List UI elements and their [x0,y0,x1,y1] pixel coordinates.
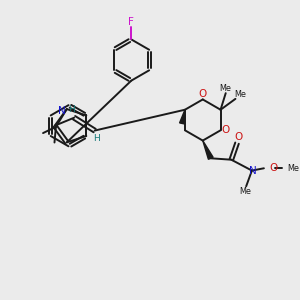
Text: Me: Me [288,164,299,173]
Text: F: F [128,17,134,27]
Text: O: O [198,89,206,99]
Polygon shape [203,141,213,159]
Text: N: N [58,106,65,116]
Text: Me: Me [240,188,251,196]
Text: O: O [234,132,242,142]
Polygon shape [180,110,185,124]
Text: O: O [269,163,277,173]
Text: N: N [249,166,256,176]
Text: Me: Me [219,84,231,93]
Text: O: O [222,125,230,135]
Text: Me: Me [234,89,246,98]
Text: H: H [68,105,75,114]
Text: H: H [93,134,100,143]
